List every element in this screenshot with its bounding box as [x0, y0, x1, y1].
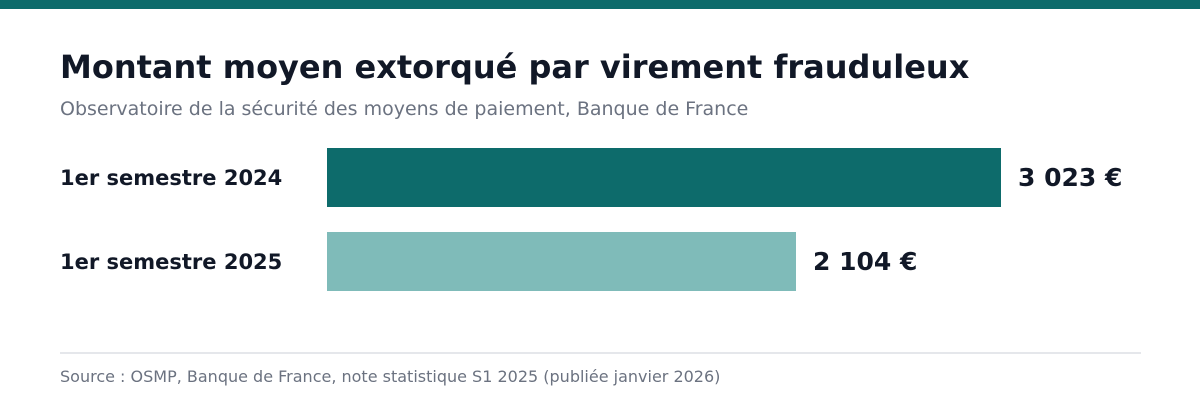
value-label: 2 104 €	[813, 247, 918, 276]
chart-subtitle: Observatoire de la sécurité des moyens d…	[60, 98, 749, 120]
chart-title: Montant moyen extorqué par virement frau…	[60, 48, 970, 86]
category-label: 1er semestre 2024	[60, 166, 283, 190]
source-note: Source : OSMP, Banque de France, note st…	[60, 367, 721, 386]
bar	[327, 232, 796, 291]
top-accent-bar	[0, 0, 1200, 9]
footer-divider	[60, 352, 1141, 354]
bar	[327, 148, 1001, 207]
value-label: 3 023 €	[1018, 163, 1123, 192]
category-label: 1er semestre 2025	[60, 250, 283, 274]
